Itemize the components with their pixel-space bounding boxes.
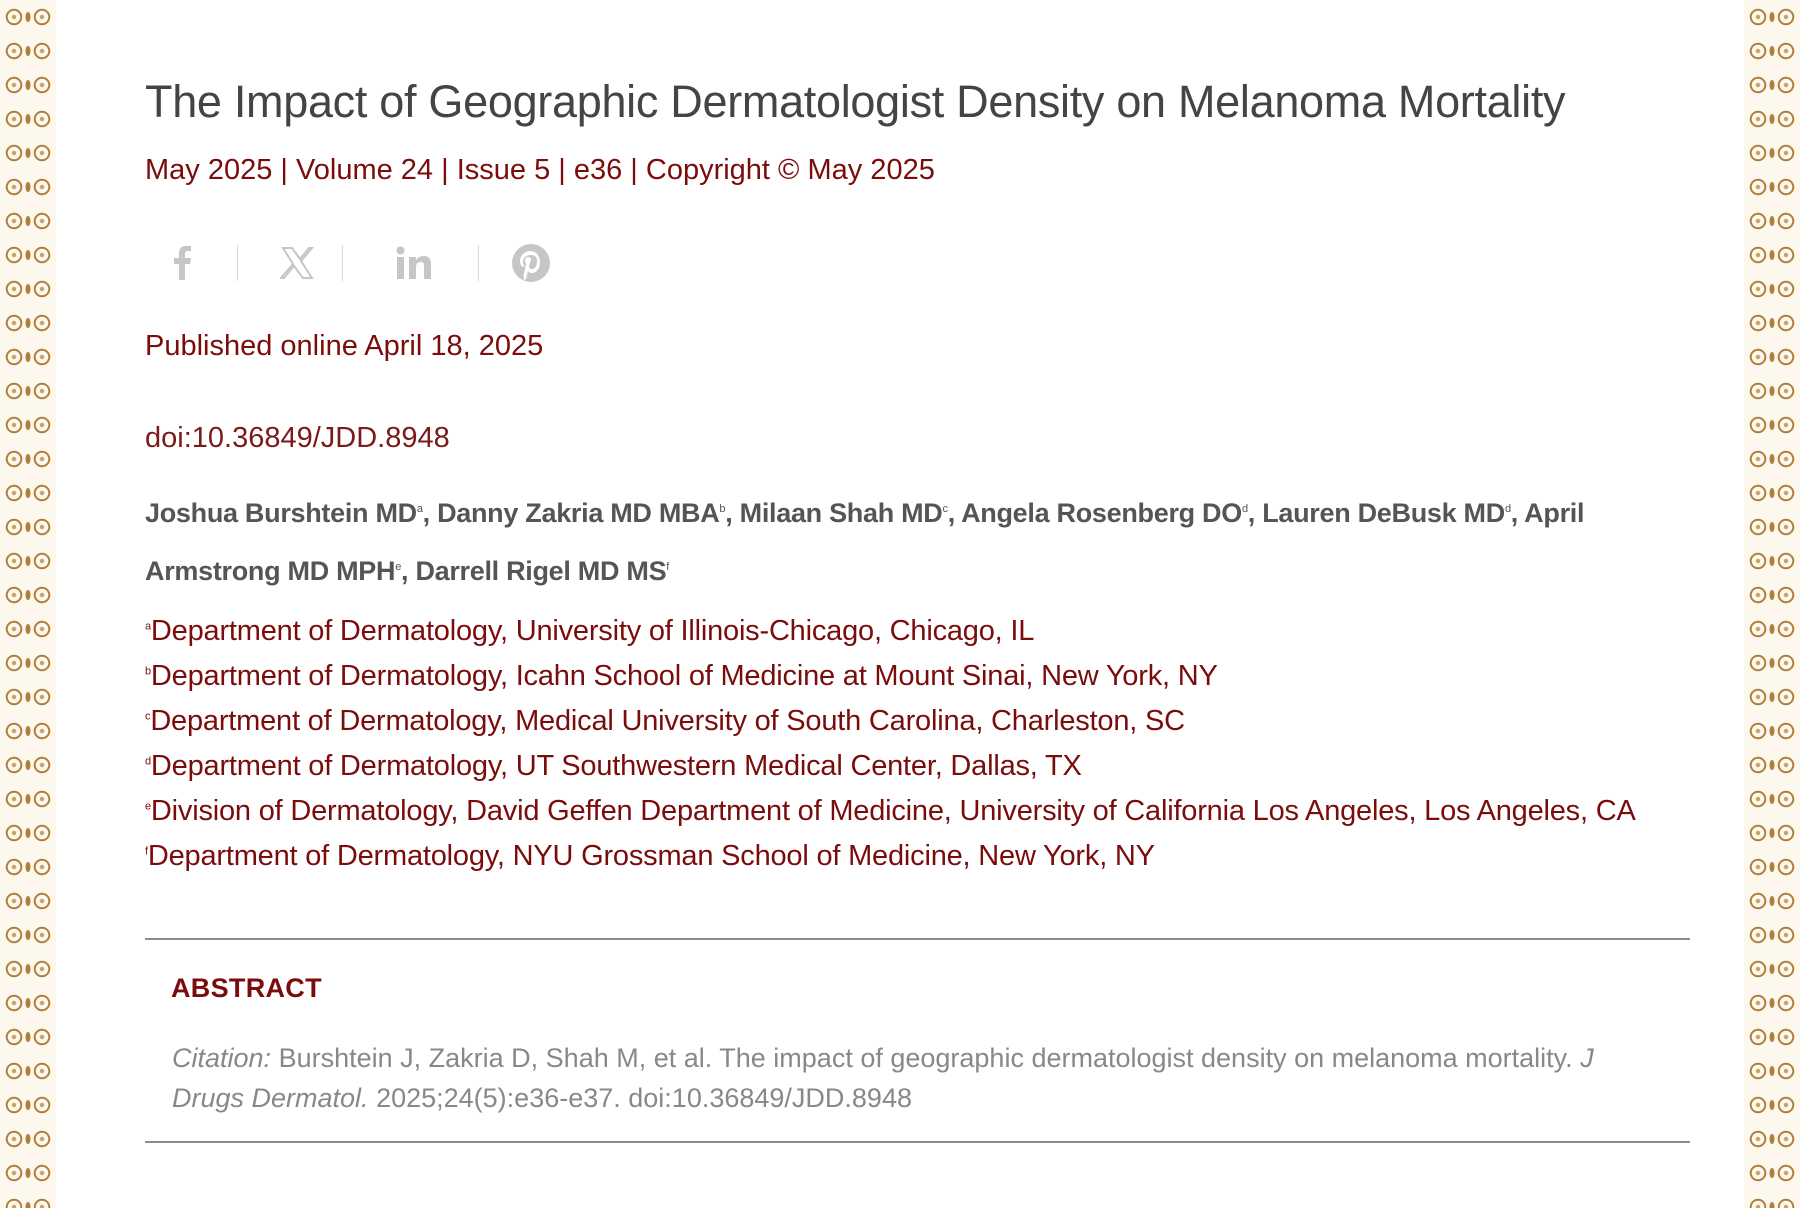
citation-journal: J Drugs Dermatol.: [172, 1043, 1594, 1113]
share-bar: [145, 238, 565, 288]
facebook-icon[interactable]: [157, 238, 207, 288]
abstract-heading: ABSTRACT: [171, 973, 322, 1003]
ornamental-border-right: [1744, 0, 1800, 1208]
author[interactable]: Joshua Burshtein MDa: [145, 498, 423, 528]
share-divider: [237, 245, 238, 281]
affiliation: dDepartment of Dermatology, UT Southwest…: [145, 750, 1082, 782]
affiliation: eDivision of Dermatology, David Geffen D…: [145, 795, 1636, 827]
citation: Citation: Burshtein J, Zakria D, Shah M,…: [172, 1038, 1672, 1118]
affiliation: cDepartment of Dermatology, Medical Univ…: [145, 705, 1185, 737]
divider-bottom: [145, 1141, 1690, 1143]
pinterest-icon[interactable]: [506, 238, 556, 288]
citation-tail: 2025;24(5):e36-e37. doi:10.36849/JDD.894…: [376, 1083, 912, 1113]
author[interactable]: Angela Rosenberg DOd: [961, 498, 1248, 528]
affiliation-list: aDepartment of Dermatology, University o…: [145, 612, 1690, 882]
author[interactable]: Milaan Shah MDc: [739, 498, 948, 528]
affiliation: bDepartment of Dermatology, Icahn School…: [145, 660, 1218, 692]
x-icon[interactable]: [272, 238, 322, 288]
affiliation: fDepartment of Dermatology, NYU Grossman…: [145, 840, 1155, 872]
author[interactable]: Darrell Rigel MD MSf: [415, 556, 670, 586]
author-list: Joshua Burshtein MDa, Danny Zakria MD MB…: [145, 498, 1585, 586]
article-title: The Impact of Geographic Dermatologist D…: [145, 76, 1566, 127]
doi-link[interactable]: doi:10.36849/JDD.8948: [145, 422, 450, 454]
linkedin-icon[interactable]: [389, 238, 439, 288]
citation-label: Citation:: [172, 1043, 272, 1073]
share-divider: [342, 245, 343, 281]
affiliation: aDepartment of Dermatology, University o…: [145, 615, 1035, 647]
ornamental-border-left: [0, 0, 56, 1208]
share-divider: [478, 245, 479, 281]
author[interactable]: Lauren DeBusk MDd: [1262, 498, 1511, 528]
issue-meta: May 2025 | Volume 24 | Issue 5 | e36 | C…: [145, 154, 935, 186]
published-date: Published online April 18, 2025: [145, 330, 544, 362]
author[interactable]: April Armstrong MD MPHe: [145, 498, 1585, 586]
divider-top: [145, 938, 1690, 940]
author[interactable]: Danny Zakria MD MBAb: [437, 498, 726, 528]
citation-text: Burshtein J, Zakria D, Shah M, et al. Th…: [278, 1043, 1573, 1073]
